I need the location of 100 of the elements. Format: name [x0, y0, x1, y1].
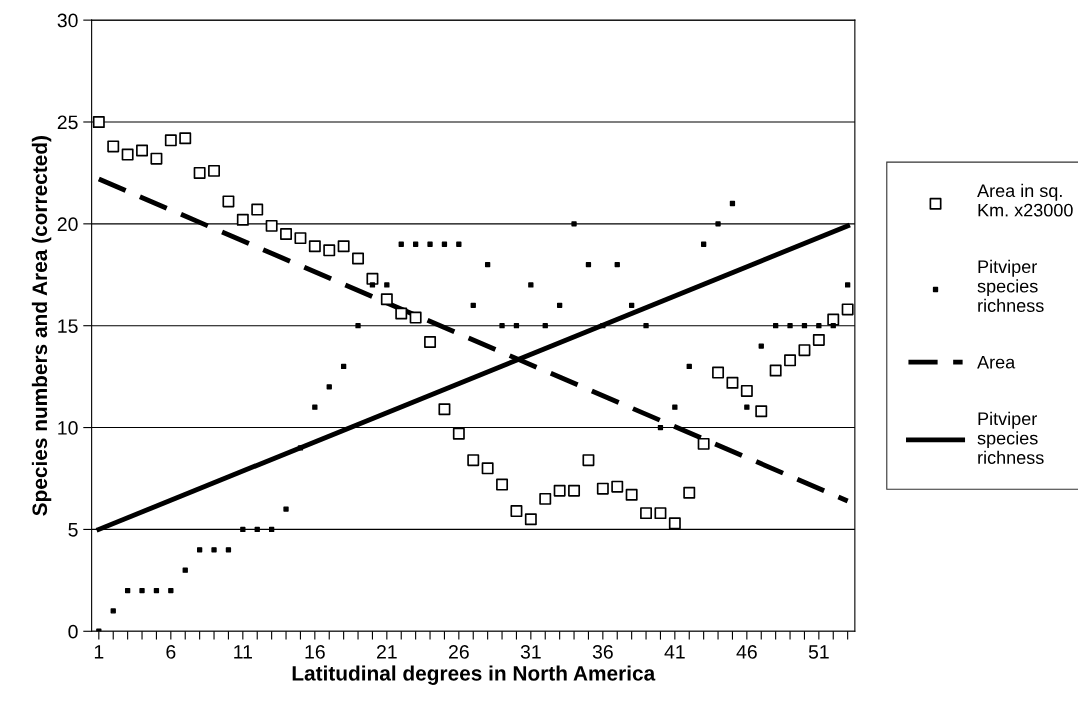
point — [769, 364, 782, 377]
point — [784, 354, 797, 367]
point — [427, 241, 433, 247]
point — [628, 302, 635, 308]
point — [596, 482, 609, 495]
point — [193, 166, 206, 179]
point — [729, 200, 736, 207]
point — [196, 547, 203, 553]
point — [640, 507, 653, 520]
point — [568, 484, 581, 497]
point — [352, 252, 365, 265]
point — [182, 567, 188, 573]
point — [668, 517, 681, 530]
point — [211, 547, 217, 553]
y-axis-title: Species numbers and Area (corrected) — [31, 136, 52, 516]
point — [700, 241, 707, 247]
point — [294, 232, 307, 245]
point — [772, 323, 779, 329]
point — [265, 219, 278, 232]
point — [168, 587, 174, 594]
point — [179, 132, 192, 145]
x-tick-label: 46 — [736, 644, 757, 659]
point — [712, 366, 725, 379]
point — [513, 323, 520, 329]
point — [208, 164, 221, 177]
point — [801, 323, 808, 329]
point — [355, 323, 361, 329]
point — [496, 478, 509, 491]
point — [697, 437, 710, 450]
x-tick-label: 31 — [520, 644, 541, 659]
point — [308, 240, 321, 253]
point — [340, 363, 347, 370]
point — [456, 241, 462, 247]
point — [827, 313, 840, 326]
point — [452, 427, 465, 440]
point — [798, 344, 811, 357]
x-tick-label: 21 — [377, 644, 397, 659]
point — [283, 506, 289, 512]
point — [280, 228, 293, 241]
point — [816, 323, 822, 329]
point — [611, 480, 624, 493]
point — [484, 261, 491, 268]
point — [467, 454, 480, 467]
point — [672, 404, 678, 410]
point — [755, 405, 768, 418]
point — [326, 384, 332, 390]
x-tick-label: 16 — [305, 644, 325, 659]
point — [758, 343, 764, 349]
y-tick-label: 15 — [58, 319, 78, 333]
point — [136, 144, 149, 157]
point — [222, 195, 235, 208]
point — [164, 134, 177, 147]
point — [686, 363, 692, 370]
point — [740, 384, 753, 397]
x-tick-label: 11 — [234, 645, 252, 659]
legend-label: Pitviper species richness — [977, 259, 1044, 312]
point — [323, 244, 336, 257]
point — [726, 376, 739, 389]
point — [254, 526, 260, 533]
point — [268, 526, 275, 533]
y-tick-label: 5 — [68, 523, 78, 537]
point — [121, 148, 134, 161]
point — [585, 261, 592, 268]
y-tick-label: 0 — [68, 624, 78, 639]
y-tick-label: 20 — [57, 217, 78, 232]
point — [715, 221, 721, 227]
point — [251, 203, 264, 216]
point — [499, 323, 505, 329]
x-tick-label: 6 — [166, 644, 176, 659]
point — [553, 484, 566, 497]
point — [510, 505, 523, 518]
point — [542, 323, 548, 329]
point — [524, 513, 537, 526]
point — [600, 323, 606, 329]
legend-label: Area — [977, 355, 1016, 369]
point — [312, 404, 318, 410]
x-tick-label: 36 — [592, 644, 613, 659]
point — [92, 116, 105, 128]
legend-label: Area in sq. Km. x23000 — [977, 183, 1073, 217]
point — [384, 282, 390, 288]
point — [841, 303, 854, 316]
point — [240, 526, 246, 533]
point — [337, 240, 350, 253]
point — [409, 311, 422, 324]
point — [297, 445, 304, 451]
point — [787, 323, 793, 329]
point — [830, 323, 836, 329]
point — [225, 547, 232, 553]
point — [107, 140, 120, 153]
point — [539, 492, 552, 505]
y-tick-label: 30 — [57, 13, 78, 28]
x-tick-label: 26 — [449, 644, 469, 659]
point — [643, 323, 649, 329]
point — [236, 213, 249, 226]
point — [380, 293, 393, 306]
point — [412, 241, 419, 247]
point — [470, 302, 476, 308]
point — [683, 486, 696, 499]
point — [556, 302, 563, 308]
point — [571, 221, 577, 227]
